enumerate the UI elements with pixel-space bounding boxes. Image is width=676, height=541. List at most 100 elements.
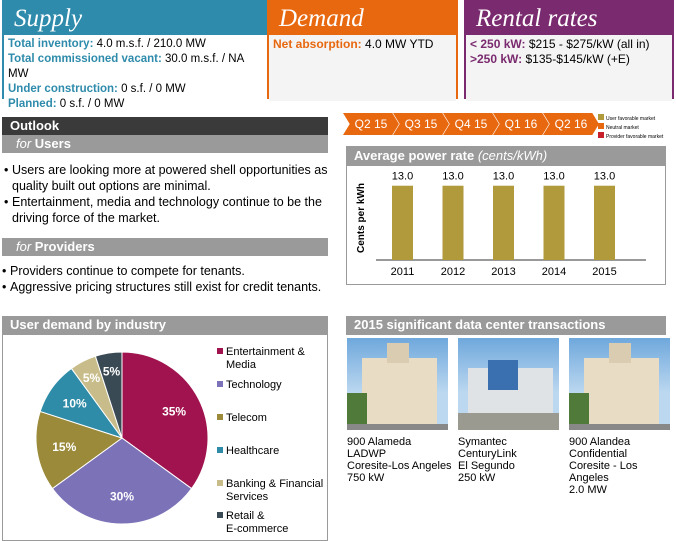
transaction-line: Coresite-Los Angeles (347, 460, 452, 472)
transaction-line: 250 kW (458, 472, 496, 484)
legend-swatch (217, 480, 223, 486)
stat-row: Total inventory: 4.0 m.s.f. / 210.0 MW (8, 37, 266, 52)
transaction-details: Symantec CenturyLink El Segundo 250 kW (458, 436, 517, 484)
legend-swatch (217, 381, 223, 387)
power-rate-title: Average power rate (cents/kWh) (346, 146, 666, 166)
list-item: Providers continue to compete for tenant… (0, 263, 340, 279)
bar (594, 185, 615, 260)
stat-value: 4.0 m.s.f. / 210.0 MW (96, 38, 206, 50)
transaction-line: Coresite - Los Angeles (569, 460, 638, 484)
user-bullets: Users are looking more at powered shell … (2, 162, 332, 226)
users-for: for (16, 136, 32, 151)
power-rate-panel (346, 166, 666, 285)
pie-label: 5% (103, 365, 121, 379)
legend-swatch (217, 447, 223, 453)
legend-label: User favorable market (606, 116, 656, 122)
stat-label: Planned: (8, 98, 57, 110)
stat-value: 30.0 m.s.f. / NA MW (8, 53, 244, 80)
transaction-line: 750 kW (347, 472, 385, 484)
rental-title: Rental rates (476, 5, 598, 32)
supply-title: Supply (14, 5, 83, 32)
providers-header: for Providers (2, 238, 328, 256)
legend-label: Telecom (226, 412, 267, 424)
stat-label: Net absorption: (273, 37, 362, 51)
users-label: Users (34, 136, 71, 151)
transaction-details: 900 Alameda LADWP Coresite-Los Angeles 750 … (347, 436, 452, 484)
quarter-chevron: Q2 15 (343, 113, 399, 135)
pie-slice (51, 437, 193, 525)
x-tick-label: 2015 (592, 266, 616, 278)
transaction-line: CenturyLink (458, 448, 517, 460)
pie-label: 5% (83, 371, 101, 385)
stat-label: Total commissioned vacant: (8, 53, 162, 65)
legend-swatch (217, 414, 223, 420)
data-label: 13.0 (442, 171, 463, 183)
demand-panel: Demand Net absorption: 4.0 MW YTD (267, 0, 458, 101)
x-tick-label: 2013 (491, 266, 515, 278)
quarter-chevron: Q1 16 (493, 113, 549, 135)
provider-bullets: Providers continue to compete for tenant… (0, 263, 340, 295)
legend-swatch (217, 512, 223, 518)
transaction-line: 900 Alameda (347, 436, 412, 448)
legend-label: Retail & E-commerce (226, 510, 288, 535)
providers-label: Providers (34, 239, 95, 254)
stat-row: Under construction: 0 s.f. / 0 MW (8, 82, 266, 97)
pie-chart: 35% 30% 15% 10% 5% 5% Entertainment & Media Tech… (35, 346, 323, 535)
legend-label: Healthcare (226, 445, 279, 457)
users-header: for Users (2, 135, 328, 153)
providers-for: for (16, 239, 32, 254)
stat-row: Net absorption: 4.0 MW YTD (273, 37, 452, 52)
stat-label: Total inventory: (8, 38, 94, 50)
building-photo (347, 338, 448, 430)
legend-label: Neutral market (606, 125, 639, 131)
legend-label: Technology (226, 379, 282, 391)
bar (543, 185, 565, 260)
power-rate-units: (cents/kWh) (477, 148, 548, 163)
data-label: 13.0 (594, 171, 615, 183)
stat-label: < 250 kW: (470, 37, 526, 51)
building-photo (569, 338, 670, 430)
pie-slice (94, 351, 123, 439)
demand-title: Demand (279, 5, 364, 32)
stat-row: Total commissioned vacant: 30.0 m.s.f. /… (8, 52, 266, 82)
list-item: Aggressive pricing structures still exis… (0, 279, 340, 295)
list-item: Users are looking more at powered shell … (2, 162, 332, 194)
legend-item: Neutral market (598, 123, 663, 132)
market-legend: User favorable market Neutral market Provi… (598, 114, 663, 141)
transactions-title: 2015 significant data center transaction… (346, 316, 666, 335)
stat-row: >250 kW: $135-$145/kW (+E) (470, 52, 668, 67)
data-label: 13.0 (493, 171, 514, 183)
transaction-line: El Segundo (458, 460, 515, 472)
bar (442, 185, 464, 260)
pie-slice (35, 410, 124, 490)
power-rate-chart: Cents per kWh 13.0 2011 13.0 2012 13.0 2013 13.… (356, 171, 646, 278)
legend-label: Entertainment & Media (226, 346, 306, 371)
legend-swatch (598, 132, 604, 138)
pie-label: 10% (63, 397, 87, 411)
stat-value: $135-$145/kW (+E) (525, 52, 630, 66)
rental-stats: < 250 kW: $215 - $275/kW (all in) >250 kW… (466, 35, 672, 101)
x-tick-label: 2011 (391, 266, 415, 278)
stat-label: >250 kW: (470, 52, 523, 66)
power-rate-title-text: Average power rate (354, 148, 475, 163)
pie-title: User demand by industry (2, 316, 328, 335)
quarter-chevron: Q2 16 (543, 113, 599, 135)
pie-label: 15% (52, 440, 76, 454)
pie-label: 35% (162, 404, 186, 418)
quarter-chevron: Q3 15 (393, 113, 449, 135)
bar (392, 185, 413, 260)
x-tick-label: 2014 (542, 266, 566, 278)
stat-value: 0 s.f. / 0 MW (121, 83, 186, 95)
outlook-header: Outlook (2, 117, 328, 135)
legend-label: Provider favorable market (606, 134, 664, 140)
supply-panel: Supply Total inventory: 4.0 m.s.f. / 210… (2, 0, 272, 110)
legend-swatch (598, 114, 604, 120)
pie-slice (121, 351, 209, 490)
demand-stats: Net absorption: 4.0 MW YTD (269, 35, 456, 101)
supply-stats: Total inventory: 4.0 m.s.f. / 210.0 MW To… (4, 35, 270, 110)
quarter-chevron: Q4 15 (443, 113, 499, 135)
legend-swatch (217, 348, 223, 354)
legend-item: User favorable market (598, 114, 663, 123)
pie-label: 30% (110, 489, 134, 503)
transaction-details: 900 Alandea Confidential Coresite - Los An… (569, 436, 676, 496)
